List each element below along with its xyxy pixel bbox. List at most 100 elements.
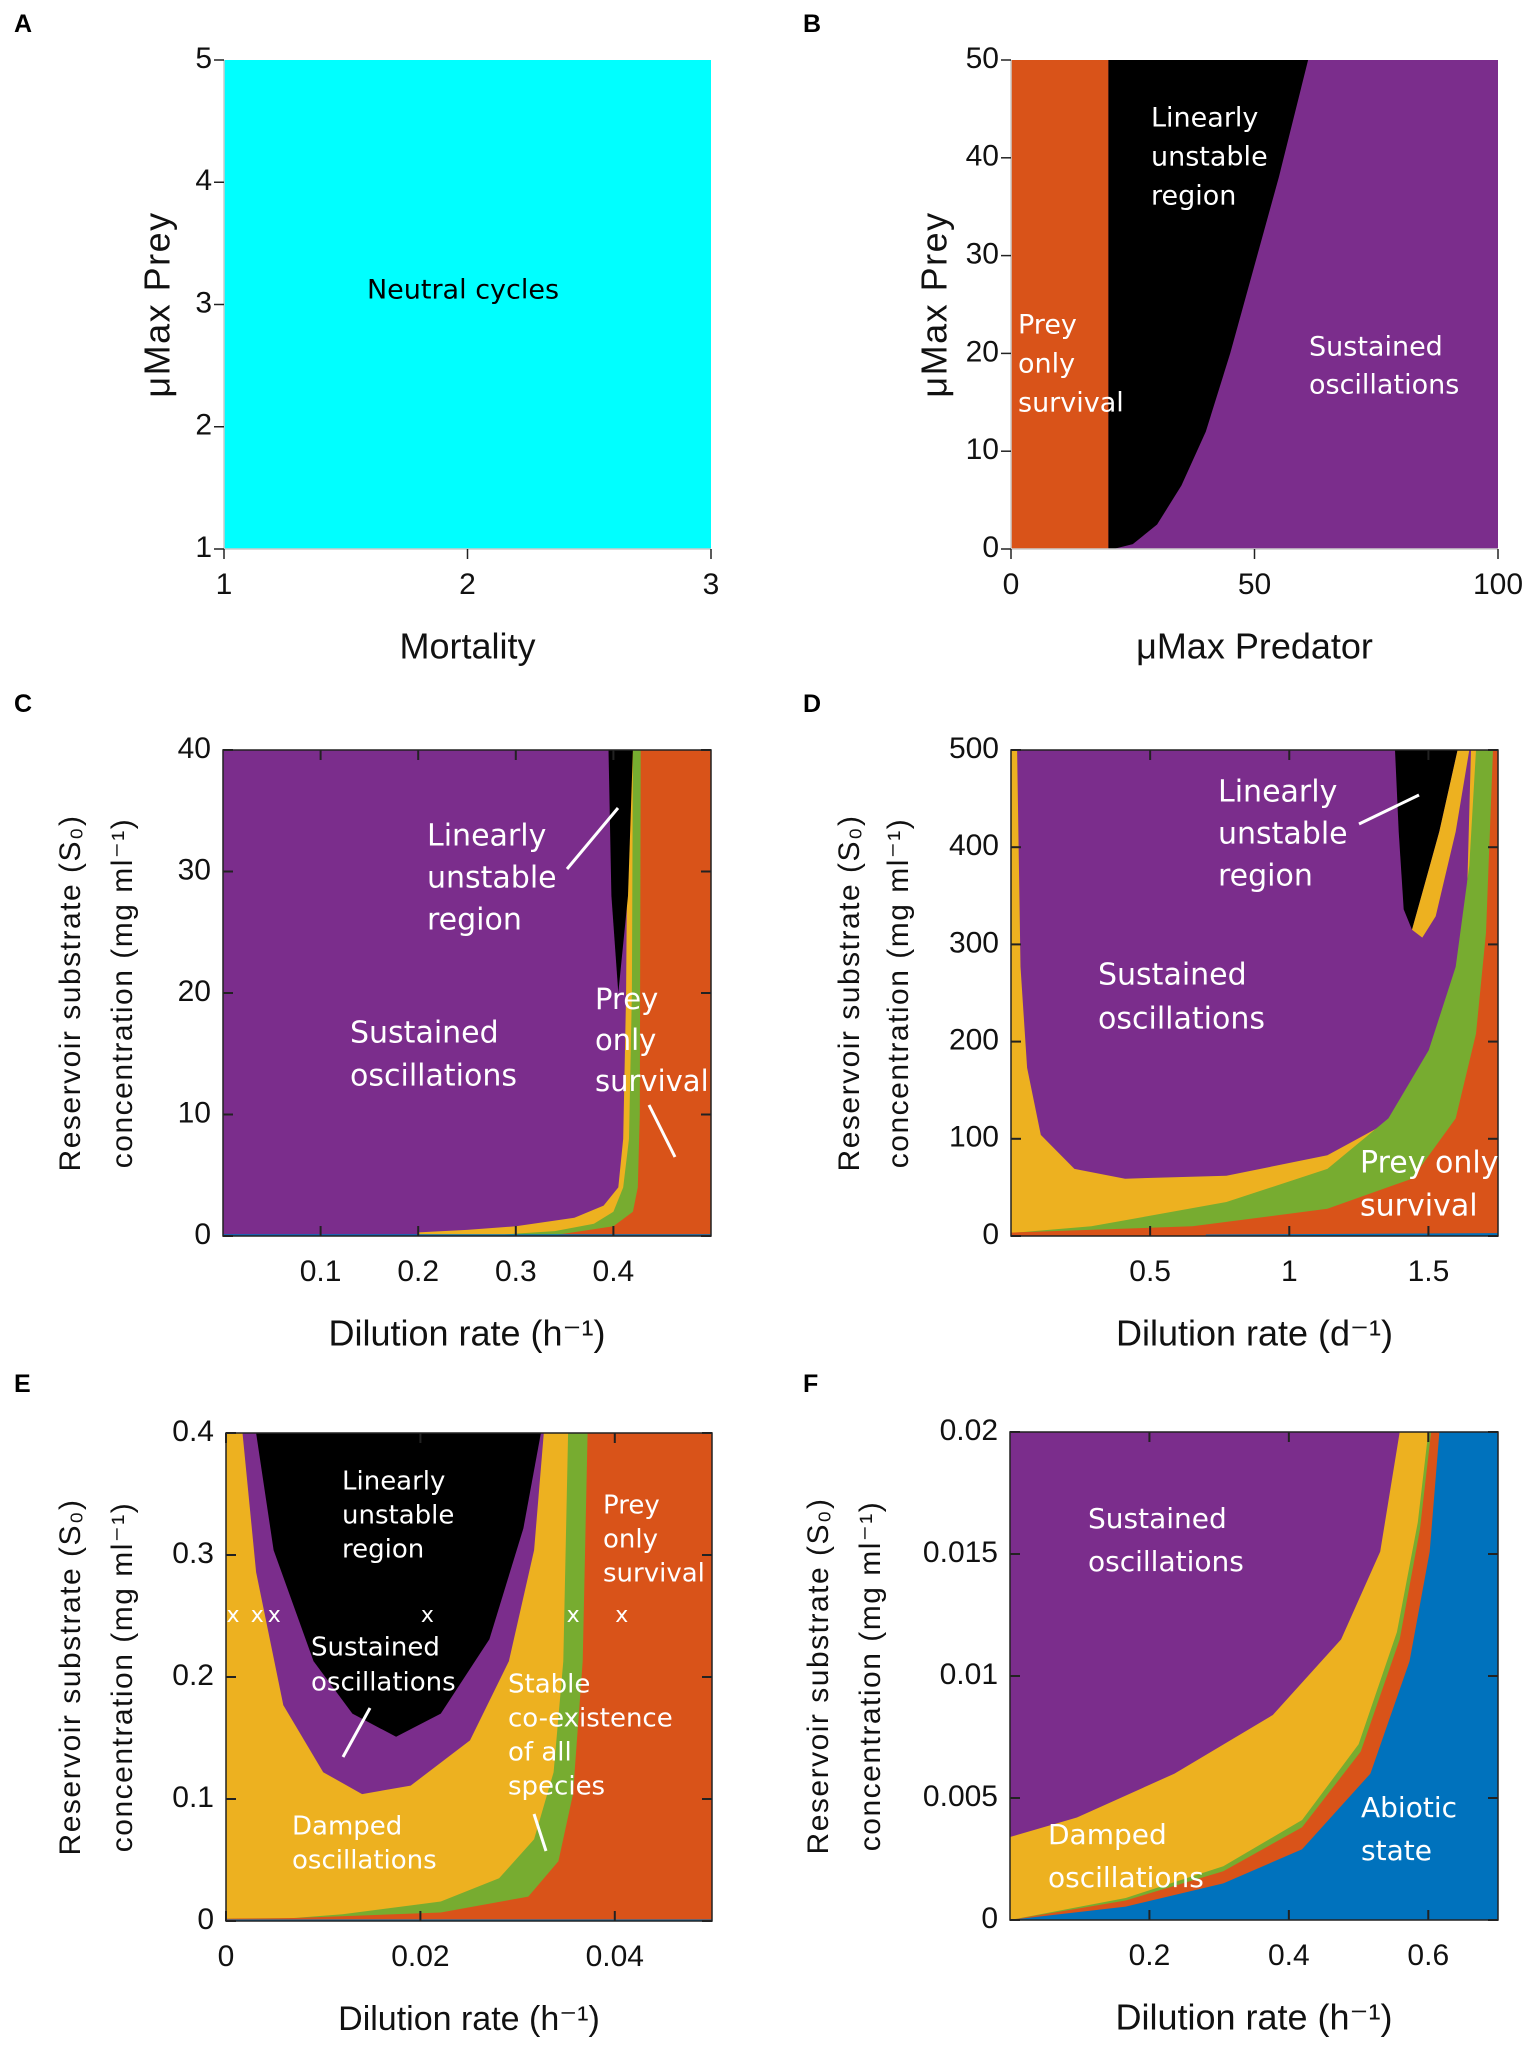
x-marker: x bbox=[268, 1603, 281, 1628]
region-label: Linearly unstable region bbox=[1151, 103, 1268, 212]
panel-letter: F bbox=[803, 1370, 818, 1398]
x-tick-label: 0 bbox=[218, 1940, 235, 1973]
region-label-line: oscillations bbox=[1088, 1545, 1244, 1578]
x-tick-label: 0.2 bbox=[1129, 1939, 1171, 1972]
x-tick-label: 1.5 bbox=[1408, 1255, 1450, 1288]
y-axis-label: concentration (mg ml⁻¹) bbox=[854, 1501, 887, 1851]
panel-letter: B bbox=[803, 10, 821, 38]
region-label-line: oscillations bbox=[1098, 1002, 1265, 1037]
x-marker: x bbox=[251, 1603, 264, 1628]
region-label: Linearly unstable region bbox=[427, 819, 557, 938]
region-label-line: Linearly bbox=[427, 819, 546, 854]
region-label-line: unstable bbox=[1218, 817, 1348, 852]
x-tick-label: 0.1 bbox=[300, 1255, 342, 1288]
region-label: Sustained oscillations bbox=[350, 1016, 517, 1094]
region-label-line: region bbox=[342, 1535, 424, 1565]
region-label: Prey only survival bbox=[595, 982, 709, 1098]
region-label-line: oscillations bbox=[311, 1668, 456, 1698]
y-tick-label: 10 bbox=[966, 433, 999, 466]
annotation-pointer-line bbox=[647, 1104, 677, 1158]
y-axis-label: Reservoir substrate (S₀) bbox=[833, 815, 866, 1172]
region-label-line: only bbox=[595, 1023, 656, 1057]
x-marker: x bbox=[615, 1603, 628, 1628]
region-label-line: Abiotic bbox=[1361, 1791, 1457, 1824]
panel-f: F 0.2 0.4 0.6 0 0.005 0.01 0.015 0.02 Dilution ra… bbox=[802, 1370, 1499, 2038]
y-tick-label: 500 bbox=[949, 732, 999, 765]
region-label-line: of all bbox=[508, 1738, 572, 1768]
panel-b: B 0 50 100 0 10 20 30 40 50 μMax Predator μMax Prey… bbox=[803, 10, 1523, 667]
region-label-line: Neutral cycles bbox=[367, 275, 559, 306]
region-label-line: oscillations bbox=[1048, 1861, 1204, 1894]
x-tick-label: 0.3 bbox=[495, 1255, 537, 1288]
region-label: Stable co-existence of all species bbox=[508, 1670, 673, 1802]
annotation-pointer-line bbox=[532, 1813, 548, 1852]
y-axis-label: Reservoir substrate (S₀) bbox=[54, 1499, 87, 1856]
region-linearly-unstable-region bbox=[256, 1433, 541, 1737]
region-label-line: Damped bbox=[1048, 1818, 1167, 1851]
y-tick-label: 0 bbox=[982, 1218, 999, 1251]
region-label-line: oscillations bbox=[350, 1059, 517, 1094]
annotation-pointer-line bbox=[1358, 793, 1420, 826]
panel-c: C 0.1 0.2 0.3 0.4 0 10 20 30 40 Dilution rate (h⁻¹… bbox=[14, 690, 712, 1354]
y-tick-label: 0 bbox=[197, 1903, 214, 1936]
x-tick-label: 2 bbox=[459, 568, 476, 601]
region-sustained-oscillations bbox=[1011, 750, 1498, 1236]
region-prey-only-survival bbox=[545, 750, 711, 1236]
region-label: Linearly unstable region bbox=[342, 1467, 454, 1565]
y-tick-label: 20 bbox=[178, 975, 211, 1008]
region-label-line: Sustained bbox=[350, 1016, 499, 1051]
y-tick-label: 400 bbox=[949, 829, 999, 862]
region-label: Neutral cycles bbox=[367, 275, 559, 306]
x-tick-label: 0.02 bbox=[391, 1940, 449, 1973]
region-label-line: co-existence bbox=[508, 1704, 673, 1734]
region-label-line: survival bbox=[595, 1064, 709, 1098]
x-tick-label: 0.6 bbox=[1407, 1939, 1449, 1972]
panel-letter: D bbox=[803, 690, 821, 718]
region-label-line: Prey bbox=[1018, 310, 1077, 341]
region-label-line: Prey bbox=[603, 1491, 660, 1521]
region-label-line: oscillations bbox=[1309, 370, 1459, 401]
region-label-line: species bbox=[508, 1772, 605, 1802]
region-label-line: unstable bbox=[427, 861, 557, 896]
region-label: Sustained oscillations bbox=[1309, 332, 1459, 401]
region-label-line: Sustained bbox=[311, 1633, 440, 1663]
y-tick-label: 100 bbox=[949, 1121, 999, 1154]
y-tick-label: 0 bbox=[982, 531, 999, 564]
y-tick-label: 30 bbox=[966, 238, 999, 271]
x-tick-label: 100 bbox=[1473, 568, 1523, 601]
x-axis-label: Mortality bbox=[399, 626, 535, 667]
y-axis-label: μMax Prey bbox=[137, 211, 178, 397]
x-tick-label: 3 bbox=[703, 568, 720, 601]
panel-letter: C bbox=[14, 690, 32, 718]
x-axis-label: Dilution rate (h⁻¹) bbox=[1115, 1997, 1392, 2038]
panel-e: E 0 0.02 0.04 0 0.1 0.2 0.3 0.4 Dilution rate (h⁻… bbox=[14, 1370, 713, 2038]
y-tick-label: 0 bbox=[981, 1902, 998, 1935]
y-tick-label: 0.2 bbox=[172, 1659, 214, 1692]
region-label-line: region bbox=[427, 903, 522, 938]
region-label-line: Damped bbox=[292, 1812, 402, 1842]
y-tick-label: 300 bbox=[949, 926, 999, 959]
region-label-line: only bbox=[603, 1525, 658, 1555]
region-neutral-cycles bbox=[224, 60, 711, 549]
y-tick-label: 0.02 bbox=[940, 1414, 998, 1447]
region-label: Linearly unstable region bbox=[1218, 775, 1348, 894]
region-label-line: Sustained bbox=[1098, 958, 1247, 993]
region-label-line: Sustained bbox=[1309, 332, 1443, 363]
region-label-line: state bbox=[1361, 1834, 1432, 1867]
y-tick-label: 40 bbox=[178, 732, 211, 765]
y-axis-label: Reservoir substrate (S₀) bbox=[802, 1498, 835, 1855]
region-label-line: Prey only bbox=[1360, 1146, 1498, 1181]
region-abiotic-state bbox=[1010, 1432, 1498, 1920]
region-label-line: Linearly bbox=[1151, 103, 1258, 134]
x-axis-label: Dilution rate (h⁻¹) bbox=[338, 2000, 600, 2038]
axes-frame bbox=[1010, 749, 1499, 1237]
region-prey-only-survival bbox=[1011, 60, 1109, 549]
region-label-line: Prey bbox=[595, 982, 658, 1016]
x-marker: x bbox=[421, 1603, 434, 1628]
region-label: Prey only survival bbox=[1360, 1146, 1498, 1224]
y-tick-label: 10 bbox=[178, 1096, 211, 1129]
region-label-line: unstable bbox=[1151, 142, 1268, 173]
region-label: Sustained oscillations bbox=[1098, 958, 1265, 1037]
y-tick-label: 3 bbox=[195, 286, 212, 319]
